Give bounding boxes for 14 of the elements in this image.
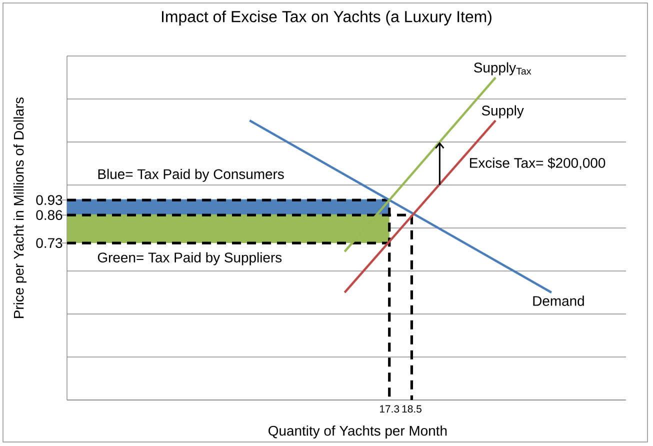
y-tick-label: 0.93 (36, 195, 62, 205)
y-tick-label: 0.86 (36, 210, 62, 220)
x-tick-label: 17.3 (380, 405, 400, 413)
series-label: Supply (482, 105, 524, 118)
series-label: Demand (533, 296, 584, 306)
chart-title: Impact of Excise Tax on Yachts (a Luxury Item) (162, 10, 492, 26)
series-label: Supply$_{Tax}$ (474, 62, 532, 76)
y-axis-title: Price per Yacht in Millions of Dollars (13, 97, 26, 318)
text: Green= Tax Paid by Suppliers (98, 252, 282, 266)
series-label: Blue= Tax Paid by Consumers (98, 168, 284, 182)
annotation: Excise Tax= $200,000 (470, 157, 606, 170)
y-tick-label: 0.73 (36, 238, 62, 248)
x-axis-title: Quantity of Yachts per Month (268, 425, 447, 438)
x-tick-label: 18.5 (402, 405, 422, 413)
